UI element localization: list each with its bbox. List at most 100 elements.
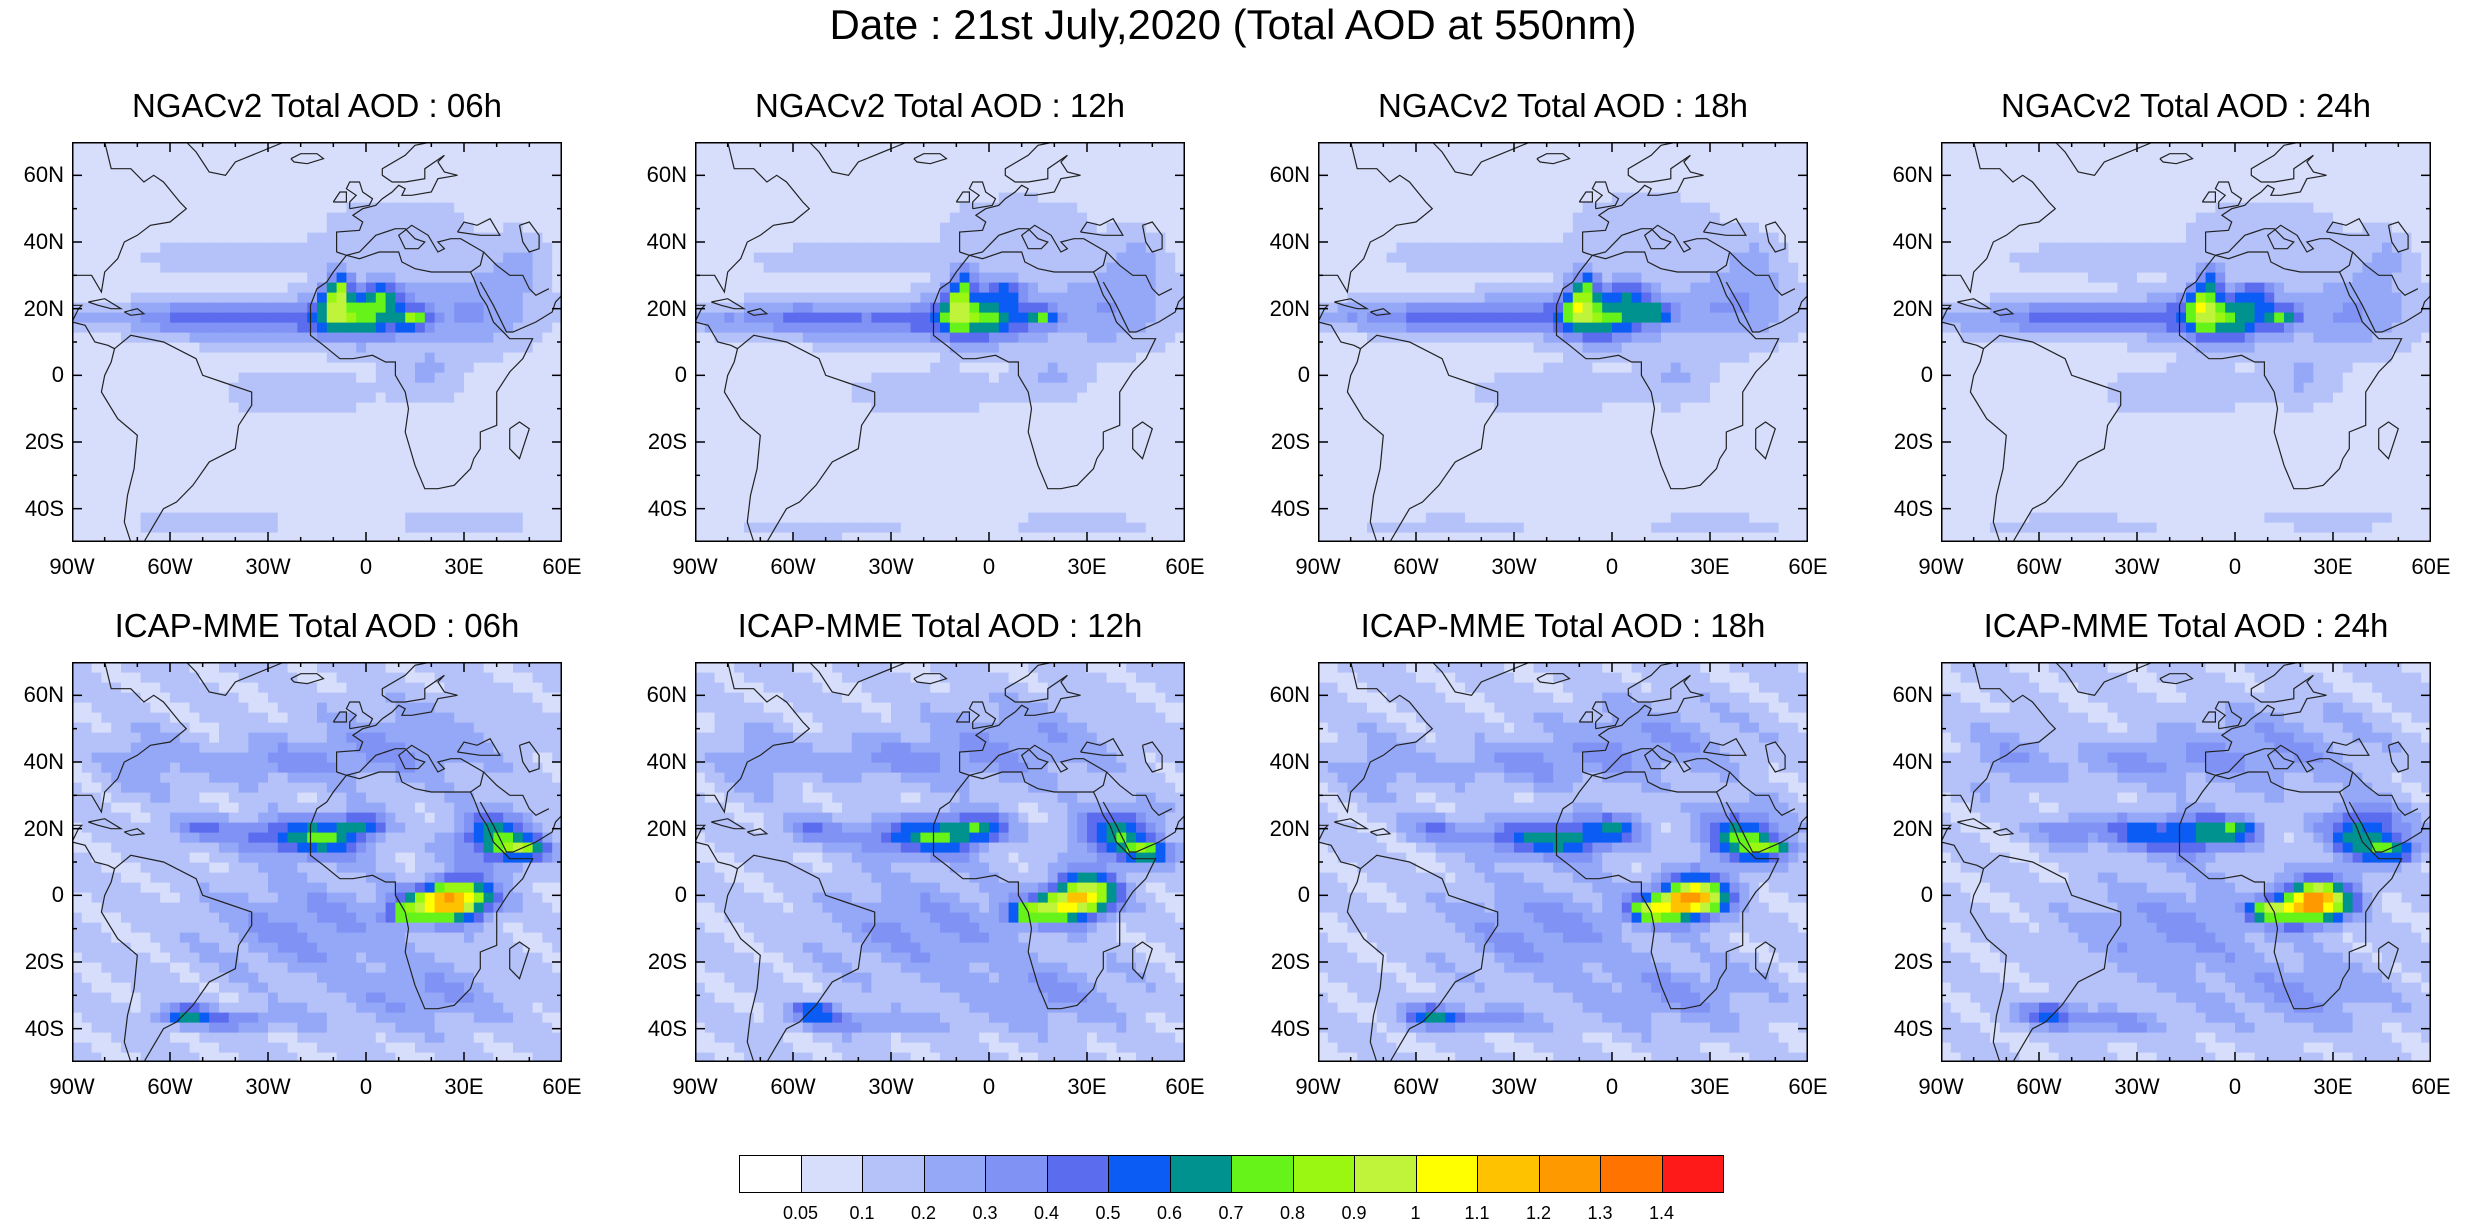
colorbar-label: 1.2: [1511, 1203, 1567, 1223]
lon-tick-label: 0: [954, 556, 1024, 578]
lat-tick-label: 20S: [1883, 431, 1933, 453]
lat-tick-label: 40N: [1260, 751, 1310, 773]
lat-tick-label: 20N: [637, 818, 687, 840]
aod-field: [1941, 662, 2431, 1062]
lon-tick-label: 30E: [1675, 1076, 1745, 1098]
lon-tick-label: 90W: [660, 1076, 730, 1098]
aod-field: [72, 662, 562, 1062]
lat-tick-label: 60N: [14, 684, 64, 706]
map-canvas: [1318, 662, 1808, 1062]
lon-tick-label: 60E: [1150, 1076, 1220, 1098]
lon-tick-label: 90W: [37, 1076, 107, 1098]
lon-tick-label: 90W: [1283, 1076, 1353, 1098]
lon-tick-label: 30E: [2298, 556, 2368, 578]
lat-tick-label: 40N: [1260, 231, 1310, 253]
lat-tick-label: 20S: [14, 431, 64, 453]
colorbar-swatch: [1416, 1155, 1479, 1193]
lon-tick-label: 0: [2200, 556, 2270, 578]
lon-tick-label: 90W: [660, 556, 730, 578]
lat-tick-label: 20S: [1883, 951, 1933, 973]
colorbar-swatch: [1293, 1155, 1356, 1193]
aod-map: [695, 142, 1185, 542]
colorbar-label: 1.4: [1634, 1203, 1690, 1223]
lat-tick-label: 60N: [637, 684, 687, 706]
aod-map: [695, 662, 1185, 1062]
lat-tick-label: 40S: [14, 1018, 64, 1040]
lon-tick-label: 60E: [2396, 556, 2466, 578]
aod-map: [72, 662, 562, 1062]
lon-tick-label: 30W: [2102, 1076, 2172, 1098]
lat-tick-label: 60N: [1260, 164, 1310, 186]
lon-tick-label: 90W: [1906, 1076, 1976, 1098]
lon-tick-label: 60W: [2004, 556, 2074, 578]
aod-map: [72, 142, 562, 542]
lon-tick-label: 30E: [2298, 1076, 2368, 1098]
colorbar-label: 1.1: [1449, 1203, 1505, 1223]
lon-tick-label: 30W: [233, 556, 303, 578]
lon-tick-label: 60E: [527, 1076, 597, 1098]
lat-tick-label: 0: [1260, 364, 1310, 386]
lon-tick-label: 60W: [758, 556, 828, 578]
lon-tick-label: 30E: [429, 1076, 499, 1098]
map-canvas: [72, 142, 562, 542]
panel-title: ICAP-MME Total AOD : 24h: [1906, 606, 2466, 646]
lat-tick-label: 40S: [1260, 498, 1310, 520]
lon-tick-label: 30E: [1052, 556, 1122, 578]
colorbar-swatch: [1539, 1155, 1602, 1193]
lat-tick-label: 60N: [637, 164, 687, 186]
lat-tick-label: 0: [1260, 884, 1310, 906]
lat-tick-label: 0: [14, 884, 64, 906]
map-canvas: [1318, 142, 1808, 542]
colorbar-swatch: [1662, 1155, 1725, 1193]
panel-title: NGACv2 Total AOD : 18h: [1283, 86, 1843, 126]
colorbar-label: 1: [1388, 1203, 1444, 1223]
lon-tick-label: 60W: [1381, 1076, 1451, 1098]
lon-tick-label: 30W: [233, 1076, 303, 1098]
lat-tick-label: 40N: [14, 231, 64, 253]
lat-tick-label: 20N: [1260, 818, 1310, 840]
colorbar-swatch: [739, 1155, 802, 1193]
lon-tick-label: 90W: [1283, 556, 1353, 578]
lat-tick-label: 40N: [637, 231, 687, 253]
lon-tick-label: 60W: [1381, 556, 1451, 578]
colorbar-label: 0.6: [1142, 1203, 1198, 1223]
lon-tick-label: 60E: [1773, 1076, 1843, 1098]
panel-title: ICAP-MME Total AOD : 12h: [660, 606, 1220, 646]
map-canvas: [72, 662, 562, 1062]
colorbar-swatch: [1170, 1155, 1233, 1193]
lat-tick-label: 60N: [1883, 684, 1933, 706]
lon-tick-label: 0: [1577, 556, 1647, 578]
colorbar-swatch: [1354, 1155, 1417, 1193]
colorbar-label: 0.2: [896, 1203, 952, 1223]
colorbar-label: 0.8: [1265, 1203, 1321, 1223]
lon-tick-label: 90W: [37, 556, 107, 578]
lat-tick-label: 20N: [1260, 298, 1310, 320]
lon-tick-label: 0: [954, 1076, 1024, 1098]
aod-map: [1318, 662, 1808, 1062]
lat-tick-label: 20N: [1883, 818, 1933, 840]
lat-tick-label: 60N: [1260, 684, 1310, 706]
aod-map: [1941, 662, 2431, 1062]
lat-tick-label: 40S: [1883, 1018, 1933, 1040]
colorbar-swatch: [1477, 1155, 1540, 1193]
lat-tick-label: 40S: [14, 498, 64, 520]
aod-field: [1318, 142, 1808, 542]
lat-tick-label: 20N: [14, 298, 64, 320]
map-canvas: [1941, 142, 2431, 542]
lat-tick-label: 20S: [637, 951, 687, 973]
lon-tick-label: 30E: [429, 556, 499, 578]
lat-tick-label: 40S: [1260, 1018, 1310, 1040]
lon-tick-label: 30W: [2102, 556, 2172, 578]
lat-tick-label: 0: [14, 364, 64, 386]
lat-tick-label: 40S: [637, 1018, 687, 1040]
colorbar-label: 0.4: [1019, 1203, 1075, 1223]
lon-tick-label: 90W: [1906, 556, 1976, 578]
aod-field: [1318, 662, 1808, 1062]
lat-tick-label: 60N: [14, 164, 64, 186]
lon-tick-label: 0: [331, 1076, 401, 1098]
aod-field: [695, 142, 1185, 542]
lon-tick-label: 60W: [135, 1076, 205, 1098]
aod-map: [1941, 142, 2431, 542]
lat-tick-label: 20S: [1260, 951, 1310, 973]
lon-tick-label: 60E: [1150, 556, 1220, 578]
